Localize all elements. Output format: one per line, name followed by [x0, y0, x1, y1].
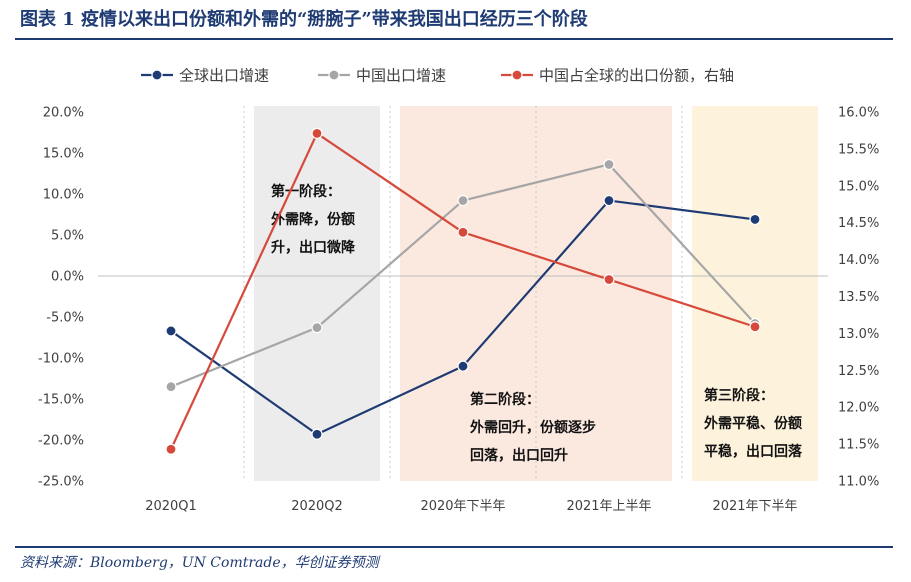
y-right-tick-label: 13.0% [838, 327, 879, 342]
legend-label-2: 中国出口增速 [356, 67, 446, 85]
y-left-tick-label: 15.0% [43, 147, 84, 162]
stage-band-1 [254, 106, 380, 481]
legend-marker-2 [328, 69, 340, 81]
stage-annotation: 外需回升，份额逐步 [470, 419, 596, 436]
series-2-point [165, 381, 177, 393]
x-category-label: 2021年下半年 [712, 499, 797, 514]
y-left-tick-label: 10.0% [43, 188, 84, 203]
series-3-point [311, 127, 323, 140]
x-category-label: 2021年上半年 [566, 499, 651, 514]
y-left-tick-label: -25.0% [38, 475, 84, 490]
series-1-point [165, 325, 177, 337]
figure-title: 图表 1 疫情以来出口份额和外需的“掰腕子”带来我国出口经历三个阶段 [20, 9, 588, 30]
source-rule [15, 546, 893, 548]
series-1-point [457, 360, 469, 372]
series-2-point [311, 322, 323, 334]
y-left-tick-label: -20.0% [38, 434, 84, 449]
y-right-tick-label: 11.5% [838, 438, 879, 453]
y-right-tick-label: 14.0% [838, 253, 879, 268]
y-right-tick-label: 12.0% [838, 401, 879, 416]
legend-label-3: 中国占全球的出口份额，右轴 [539, 67, 734, 85]
x-category-label: 2020Q1 [145, 499, 197, 514]
y-right-tick-label: 11.0% [838, 475, 879, 490]
title-rule [15, 38, 893, 40]
y-right-tick-label: 12.5% [838, 364, 879, 379]
x-category-label: 2020年下半年 [420, 499, 505, 514]
chart: 20.0% 15.0% 10.0% 5.0% 0.0% -5.0% -10.0% -15.0%… [38, 67, 879, 515]
series-3-point [749, 321, 761, 333]
y-left-tick-label: 0.0% [51, 270, 84, 285]
y-left-tick-label: 5.0% [51, 229, 84, 244]
stage-annotation: 平稳，出口回落 [704, 443, 803, 460]
legend-label-1: 全球出口增速 [179, 67, 269, 85]
y-left-tick-label: -5.0% [46, 311, 84, 326]
y-right-tick-label: 14.5% [838, 216, 879, 231]
series-3-point [603, 273, 615, 286]
stage-annotation: 第三阶段： [704, 387, 774, 404]
series-3-point [457, 226, 469, 238]
y-right-tick-label: 15.5% [838, 142, 879, 157]
stage-band-2 [400, 106, 672, 481]
y-right-tick-label: 16.0% [838, 106, 879, 121]
series-1-point [603, 194, 615, 207]
stage-annotation: 回落，出口回升 [470, 447, 568, 464]
series-3-point [165, 443, 177, 455]
legend-marker-3 [511, 69, 523, 81]
stage-annotation: 第二阶段： [470, 391, 540, 408]
y-right-tick-label: 15.0% [838, 179, 879, 194]
series-2-point [603, 158, 615, 171]
stage-annotation: 第一阶段： [271, 183, 341, 200]
stage-band-3 [692, 106, 818, 481]
legend-marker-1 [151, 69, 163, 81]
series-2-point [457, 194, 469, 207]
y-left-tick-label: -15.0% [38, 393, 84, 408]
y-left-tick-label: -10.0% [38, 352, 84, 367]
stage-annotation: 升，出口微降 [271, 239, 356, 256]
stage-annotation: 外需平稳、份额 [704, 415, 802, 432]
y-right-tick-label: 13.5% [838, 290, 879, 305]
y-left-tick-label: 20.0% [43, 106, 84, 121]
x-category-label: 2020Q2 [291, 499, 343, 514]
source-note: 资料来源：Bloomberg，UN Comtrade，华创证券预测 [20, 555, 379, 571]
series-1-point [311, 428, 323, 440]
stage-annotation: 外需降，份额 [271, 211, 355, 228]
series-1-point [749, 213, 761, 226]
